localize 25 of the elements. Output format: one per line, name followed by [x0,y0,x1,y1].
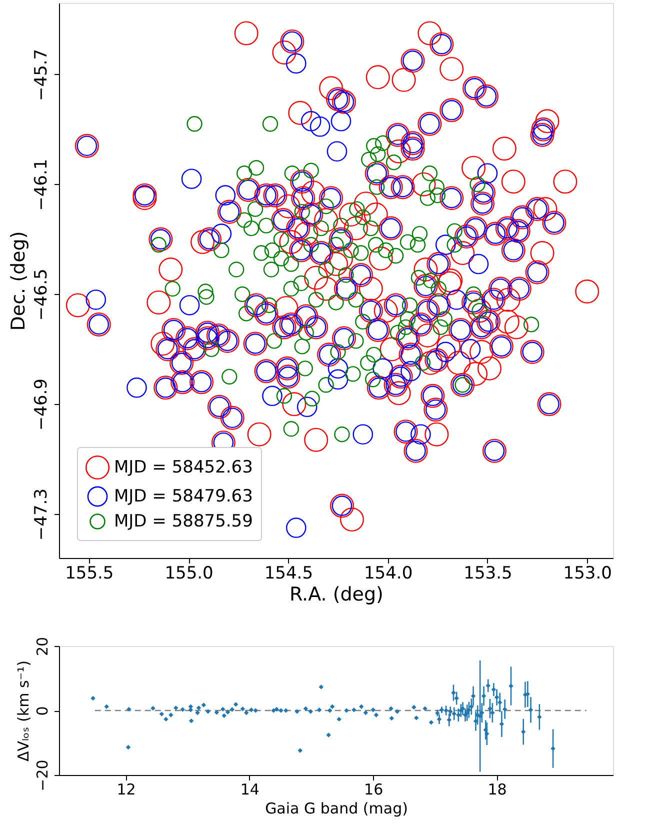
legend-label: MJD = 58479.63 [114,486,253,506]
legend-label: MJD = 58875.59 [114,512,253,532]
x-tick-label: 155.5 [65,564,114,584]
y-tick-label: −47.3 [32,488,52,541]
y-axis-title: Dec. (deg) [8,231,30,331]
y-tick-label: −20 [34,760,52,792]
x-tick-label: 154.0 [364,564,413,584]
y-tick-label: 0 [34,706,52,716]
y-axis-title: ΔVₗₒₛ (km s⁻¹) [14,660,32,762]
x-tick-label: 16 [364,780,384,798]
y-tick-label: −46.5 [32,268,52,321]
x-tick-label: 153.5 [464,564,512,584]
y-tick-label: −46.9 [32,378,52,431]
x-axis-title: Gaia G band (mag) [265,800,408,818]
x-tick-label: 14 [240,780,260,798]
x-tick-label: 155.0 [164,564,214,584]
x-tick-label: 12 [116,780,136,798]
y-tick-label: 20 [34,636,52,656]
x-tick-label: 153.0 [563,564,612,584]
x-tick-label: 154.5 [264,564,314,584]
legend-label: MJD = 58452.63 [114,458,253,478]
x-tick-label: 18 [488,780,507,798]
y-tick-label: −45.7 [32,48,52,101]
y-tick-label: −46.1 [32,158,52,211]
x-axis-title: R.A. (deg) [290,584,384,606]
